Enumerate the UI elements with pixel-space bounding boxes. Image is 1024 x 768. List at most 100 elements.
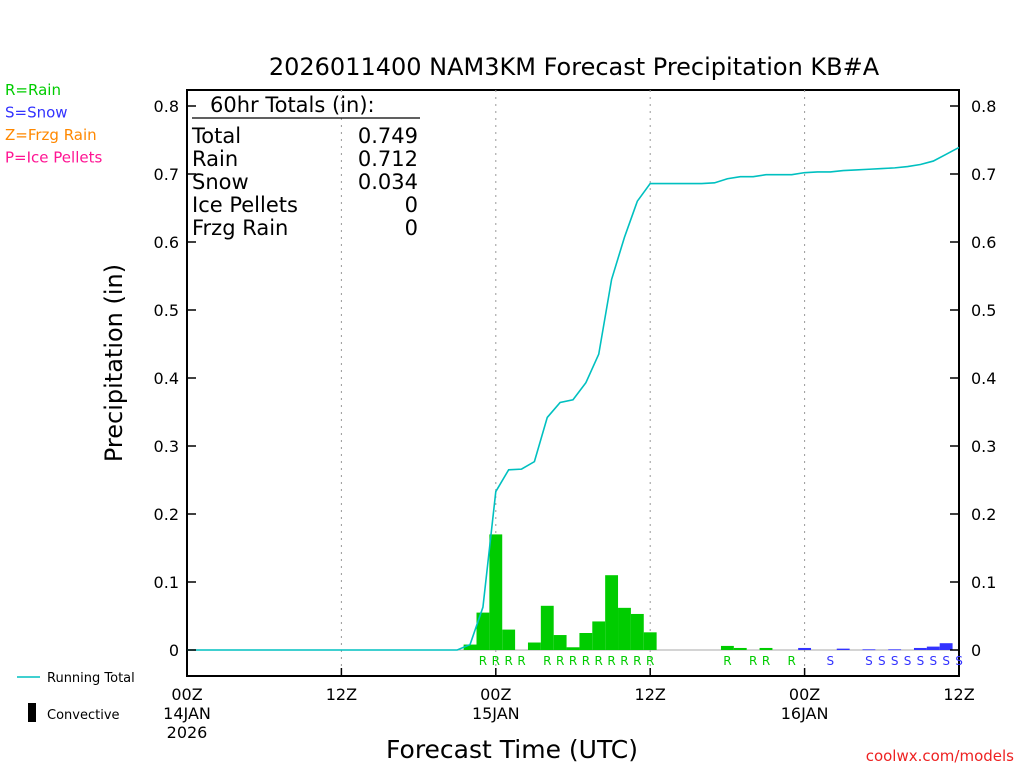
precip-bar xyxy=(540,605,554,650)
precip-bars xyxy=(463,534,953,651)
precip-bar xyxy=(592,621,606,650)
xtick-date: 15JAN xyxy=(472,704,520,723)
precip-bar xyxy=(489,534,503,650)
type-marker: R xyxy=(788,654,796,668)
type-marker: R xyxy=(620,654,628,668)
precip-bar xyxy=(643,632,657,650)
ytick-label-right: 0.7 xyxy=(971,165,996,184)
ytick-label-left: 0.4 xyxy=(154,369,179,388)
legend-type-2: Z=Frzg Rain xyxy=(5,126,97,144)
precip-bar xyxy=(913,647,927,650)
legend-type-3: P=Ice Pellets xyxy=(5,149,102,167)
type-marker: R xyxy=(646,654,654,668)
totals-value: 0 xyxy=(405,193,418,217)
type-marker: R xyxy=(582,654,590,668)
type-marker: S xyxy=(942,654,950,668)
type-marker: R xyxy=(569,654,577,668)
ytick-label-left: 0.3 xyxy=(154,437,179,456)
totals-header: 60hr Totals (in): xyxy=(210,93,375,117)
type-marker: R xyxy=(749,654,757,668)
precip-bar xyxy=(566,647,580,650)
type-marker: S xyxy=(929,654,937,668)
x-axis-label: Forecast Time (UTC) xyxy=(386,735,638,764)
ytick-label-right: 0.2 xyxy=(971,505,996,524)
precip-bar xyxy=(759,647,773,650)
ytick-label-right: 0.6 xyxy=(971,233,996,252)
ytick-label-left: 0.1 xyxy=(154,573,179,592)
xtick-label: 00Z xyxy=(789,685,820,704)
xtick-date: 16JAN xyxy=(781,704,829,723)
type-marker: R xyxy=(607,654,615,668)
precip-bar xyxy=(926,646,940,650)
xtick-year: 2026 xyxy=(167,723,208,742)
precip-bar xyxy=(733,647,747,650)
type-marker: R xyxy=(762,654,770,668)
convective-legend-label: Convective xyxy=(47,708,120,723)
precip-bar xyxy=(798,647,812,650)
line-legend: Running Total Convective xyxy=(17,671,135,723)
totals-label: Snow xyxy=(192,170,249,194)
totals-value: 0.034 xyxy=(358,170,418,194)
precip-bar xyxy=(618,607,631,650)
type-marker: S xyxy=(955,654,963,668)
totals-label: Frzg Rain xyxy=(192,216,288,240)
gridlines xyxy=(196,90,955,676)
totals-box: 60hr Totals (in): Total 0.749 Rain 0.712 Sno… xyxy=(191,93,420,240)
ytick-label-right: 0.4 xyxy=(971,369,996,388)
ytick-label-right: 0 xyxy=(971,641,981,660)
precip-type-legend: R=Rain S=Snow Z=Frzg Rain P=Ice Pellets xyxy=(5,81,102,167)
running-total-line xyxy=(187,146,960,651)
type-marker: R xyxy=(517,654,525,668)
type-marker: R xyxy=(504,654,512,668)
ytick-label-left: 0.8 xyxy=(154,97,179,116)
type-marker: R xyxy=(556,654,564,668)
type-marker: S xyxy=(904,654,912,668)
xtick-label: 12Z xyxy=(326,685,357,704)
ytick-label-right: 0.8 xyxy=(971,97,996,116)
xtick-label: 12Z xyxy=(635,685,666,704)
precip-bar xyxy=(553,635,567,650)
totals-label: Ice Pellets xyxy=(192,193,298,217)
totals-label: Total xyxy=(191,124,241,148)
totals-value: 0 xyxy=(405,216,418,240)
ytick-label-left: 0 xyxy=(169,641,179,660)
type-marker: S xyxy=(865,654,873,668)
totals-rows: Total 0.749 Rain 0.712 Snow 0.034 Ice Pellets 0… xyxy=(191,124,418,240)
xtick-label: 00Z xyxy=(480,685,511,704)
type-marker: R xyxy=(633,654,641,668)
plot-frame xyxy=(186,89,960,677)
xtick-label: 12Z xyxy=(943,685,974,704)
ytick-label-right: 0.5 xyxy=(971,301,996,320)
ytick-label-left: 0.7 xyxy=(154,165,179,184)
precip-bar xyxy=(720,645,734,650)
ytick-label-left: 0.6 xyxy=(154,233,179,252)
totals-label: Rain xyxy=(192,147,238,171)
type-marker: R xyxy=(595,654,603,668)
ytick-label-right: 0.3 xyxy=(971,437,996,456)
chart-title: 2026011400 NAM3KM Forecast Precipitation… xyxy=(269,53,880,81)
type-marker: R xyxy=(723,654,731,668)
precip-bar xyxy=(527,642,541,650)
type-marker: R xyxy=(492,654,500,668)
xtick-label: 00Z xyxy=(171,685,202,704)
ytick-label-right: 0.1 xyxy=(971,573,996,592)
type-marker: S xyxy=(827,654,835,668)
type-marker: S xyxy=(917,654,925,668)
running-total-legend-label: Running Total xyxy=(47,671,135,686)
y-axis-ticks: 0 00.1 0.10.2 0.20.3 0.30.4 0.40.5 0.50.6 0.60.… xyxy=(154,97,997,660)
precip-bar xyxy=(888,649,902,651)
precip-bar xyxy=(605,575,619,650)
totals-value: 0.712 xyxy=(358,147,418,171)
precip-bar xyxy=(502,629,516,650)
precip-bar xyxy=(476,612,490,650)
y-axis-label: Precipitation (in) xyxy=(100,264,128,462)
credit-text: coolwx.com/models xyxy=(866,747,1014,765)
precip-bar xyxy=(630,613,644,650)
type-marker: R xyxy=(543,654,551,668)
precip-bar xyxy=(939,643,953,650)
legend-type-0: R=Rain xyxy=(5,81,61,99)
type-marker: R xyxy=(479,654,487,668)
